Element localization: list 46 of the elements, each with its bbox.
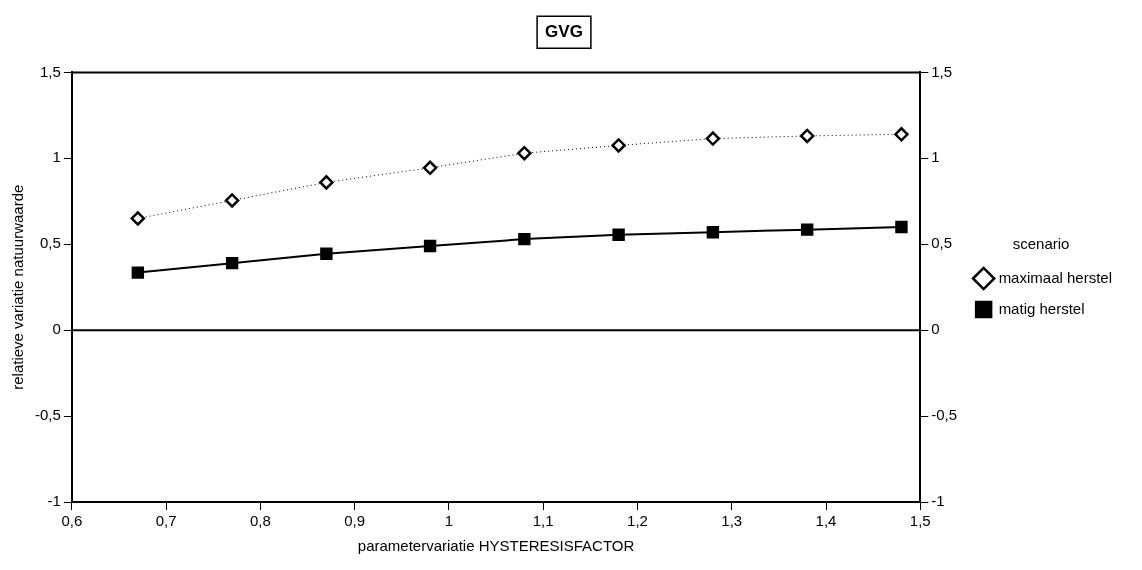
point [895, 220, 908, 234]
y2-tick-label: 0 [931, 320, 940, 338]
point [130, 211, 146, 226]
y-tick-label: 1,5 [39, 62, 61, 80]
point [799, 128, 815, 144]
point [131, 266, 145, 279]
point [706, 226, 720, 239]
point [612, 228, 625, 241]
y-tick-label: 0,5 [39, 234, 61, 252]
x-tick-label: 1,5 [909, 512, 931, 530]
y-tick-label: -1 [47, 492, 61, 510]
x-tick-label: 1,1 [532, 512, 554, 530]
point [894, 127, 909, 142]
y-tick-label: 0 [52, 320, 61, 338]
chart-title: GVG [545, 21, 583, 41]
point [423, 239, 437, 253]
y-axis-title: relatieve variatie natuurwaarde [9, 184, 27, 390]
point [224, 193, 240, 208]
point [225, 256, 239, 270]
x-axis-title: parametervariatie HYSTERESISFACTOR [357, 537, 635, 555]
x-tick-label: 0,8 [249, 512, 271, 530]
y2-tick-label: 1,5 [931, 62, 953, 80]
x-tick-label: 0,7 [155, 512, 177, 530]
y2-tick-label: 0,5 [931, 234, 953, 252]
x-tick-label: 0,6 [61, 512, 83, 530]
x-tick-label: 1,2 [627, 512, 648, 530]
point [611, 138, 626, 153]
x-tick-label: 0,9 [344, 512, 366, 530]
point [319, 175, 334, 190]
y2-tick-label: -1 [931, 492, 945, 510]
legend-label: maximaal herstel [998, 268, 1112, 286]
x-tick-label: 1,3 [721, 512, 743, 530]
x-tick-label: 1,4 [815, 512, 837, 530]
point [705, 131, 721, 146]
legend-label: matig herstel [998, 299, 1085, 317]
legend-title: scenario [1012, 234, 1070, 252]
point [518, 232, 531, 246]
y2-tick-label: -0,5 [931, 406, 958, 424]
y2-tick-label: 1 [931, 148, 940, 166]
y-tick-label: 1 [52, 148, 61, 166]
point [422, 160, 438, 176]
point [320, 247, 333, 260]
point [800, 223, 814, 236]
point [517, 145, 532, 161]
y-tick-label: -0,5 [34, 406, 61, 424]
x-tick-label: 1 [444, 512, 454, 530]
